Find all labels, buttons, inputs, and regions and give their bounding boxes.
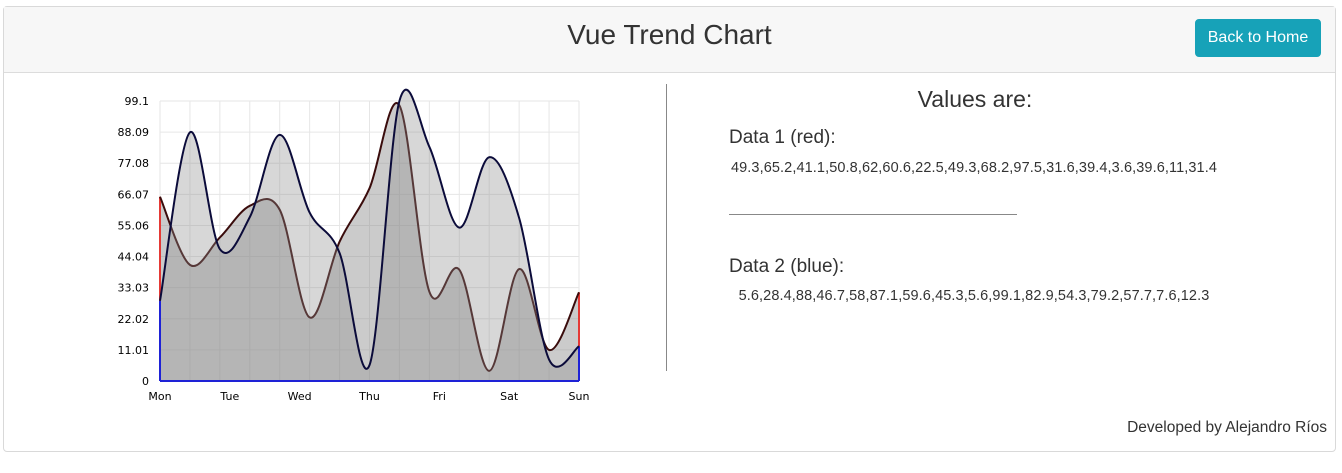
x-tick-label: Wed <box>288 390 312 403</box>
values-heading: Values are: <box>917 86 1033 112</box>
series-1-line <box>159 102 580 372</box>
page-title: Vue Trend Chart <box>567 19 772 50</box>
x-tick-label: Thu <box>358 390 380 403</box>
x-tick-label: Sat <box>500 390 519 403</box>
data2-label: Data 2 (blue): <box>729 256 845 277</box>
series-2-line <box>159 88 580 370</box>
y-tick-label: 44.04 <box>118 251 150 264</box>
y-tick-label: 88.09 <box>118 126 150 139</box>
x-tick-label: Tue <box>219 390 239 403</box>
y-tick-label: 0 <box>142 375 149 388</box>
x-tick-label: Sun <box>569 390 590 403</box>
series-2-area <box>160 89 579 382</box>
card-header: Vue Trend Chart Back to Home <box>4 7 1335 73</box>
y-tick-label: 77.08 <box>118 157 150 170</box>
x-tick-label: Mon <box>148 390 171 403</box>
series-1-area <box>160 103 579 381</box>
back-to-home-button[interactable]: Back to Home <box>1195 19 1321 57</box>
data1-label: Data 1 (red): <box>729 127 836 148</box>
y-tick-label: 33.03 <box>118 282 150 295</box>
main-card <box>3 6 1336 452</box>
footer-credit: Developed by Alejandro Ríos <box>1127 419 1327 436</box>
trend-chart-svg: 0 11.01 22.02 33.03 44.04 55.06 66.07 77.08 88.0… <box>118 88 590 403</box>
data1-values: 49.3,65.2,41.1,50.8,62,60.6,22.5,49.3,68… <box>730 160 1218 176</box>
x-tick-label: Fri <box>433 390 446 403</box>
y-tick-label: 99.1 <box>125 95 150 108</box>
vertical-divider <box>666 84 667 371</box>
y-tick-label: 11.01 <box>118 344 150 357</box>
data2-values: 5.6,28.4,88,46.7,58,87.1,59.6,45.3,5.6,9… <box>738 288 1210 304</box>
y-tick-label: 22.02 <box>118 313 150 326</box>
y-tick-label: 55.06 <box>118 219 150 232</box>
horizontal-divider <box>729 214 1017 215</box>
y-tick-label: 66.07 <box>118 188 150 201</box>
trend-chart: 0 11.01 22.02 33.03 44.04 55.06 66.07 77.08 88.0… <box>0 66 670 416</box>
